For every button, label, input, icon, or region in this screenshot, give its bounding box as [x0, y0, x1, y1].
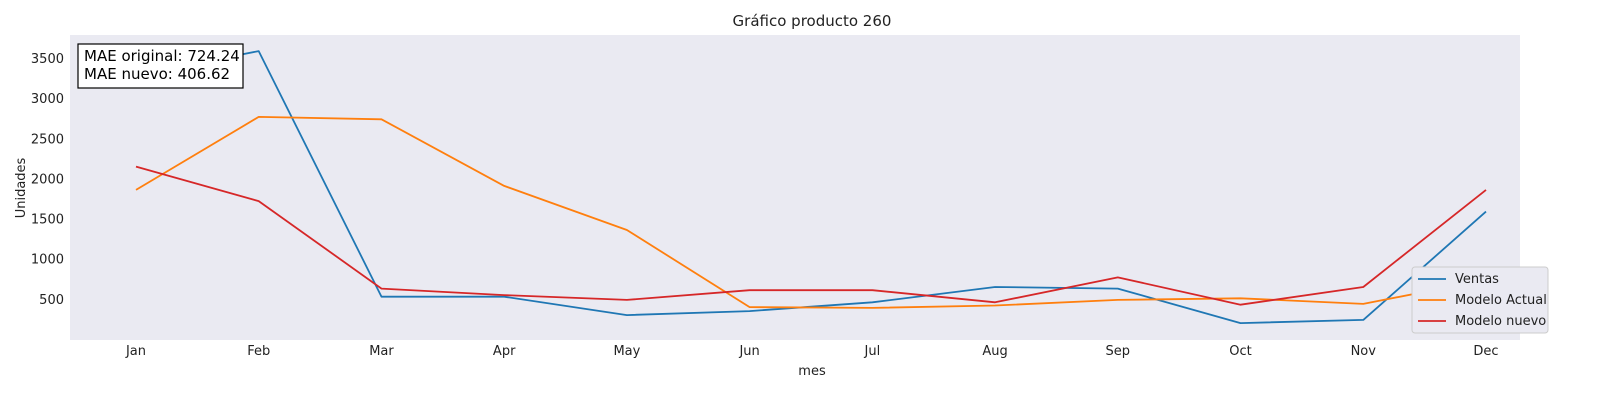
x-tick-label: Jan	[125, 344, 146, 359]
x-axis-title: mes	[798, 364, 826, 379]
series-lines	[135, 50, 1487, 325]
x-axis-ticks: Jan Feb Mar Apr May Jun Jul Aug Sep Oct Nov Dec	[125, 344, 1499, 359]
legend: Ventas Modelo Actual Modelo nuevo	[1411, 266, 1549, 334]
x-tick-label: Oct	[1229, 344, 1251, 359]
legend-box	[1411, 266, 1549, 334]
x-tick-label: Jul	[864, 344, 881, 359]
plot-background	[70, 35, 1520, 340]
legend-label-3: Modelo nuevo	[1455, 314, 1546, 329]
legend-label-1: Ventas	[1455, 272, 1499, 287]
mae-nuevo-text: MAE nuevo: 406.62	[84, 65, 230, 83]
x-tick-label: Nov	[1351, 344, 1377, 359]
y-tick-label: 2500	[31, 132, 64, 147]
series-line-2	[135, 116, 1487, 309]
y-tick-label: 3500	[31, 52, 64, 67]
mae-annotation-border	[77, 43, 244, 89]
series-line-3	[135, 165, 1487, 306]
x-tick-label: Aug	[982, 344, 1007, 359]
y-tick-label: 500	[39, 293, 64, 308]
x-tick-label: Dec	[1473, 344, 1498, 359]
x-tick-label: Jun	[738, 344, 759, 359]
y-tick-label: 1000	[31, 253, 64, 268]
x-tick-label: Sep	[1106, 344, 1131, 359]
x-tick-label: Apr	[493, 344, 516, 359]
y-tick-label: 1500	[31, 213, 64, 228]
y-tick-label: 3000	[31, 92, 64, 107]
x-tick-label: Mar	[369, 344, 394, 359]
y-axis-ticks: 500 1000 1500 2000 2500 3000 3500	[31, 52, 64, 308]
chart-title: Gráfico producto 260	[733, 12, 892, 30]
legend-label-2: Modelo Actual	[1455, 293, 1547, 308]
y-axis-title: Unidades	[14, 157, 29, 218]
mae-annotation-box: MAE original: 724.24 MAE nuevo: 406.62	[77, 43, 244, 89]
mae-original-text: MAE original: 724.24	[84, 47, 240, 65]
x-tick-label: Feb	[247, 344, 270, 359]
y-tick-label: 2000	[31, 172, 64, 187]
x-tick-label: May	[613, 344, 640, 359]
